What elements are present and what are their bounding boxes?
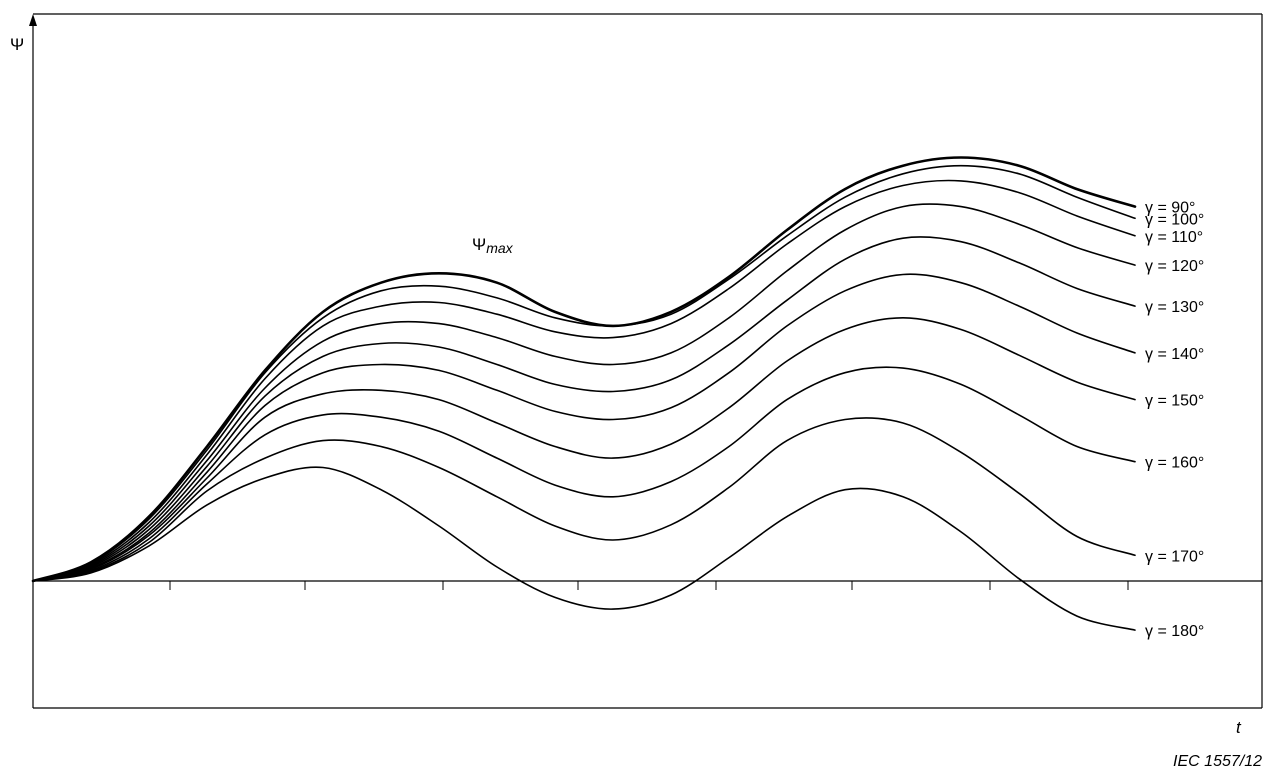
series-line-8 bbox=[32, 366, 1136, 582]
series-curves bbox=[31, 156, 1137, 631]
y-axis-label: Ψ bbox=[10, 35, 24, 54]
series-label-8: γ = 160° bbox=[1145, 455, 1204, 472]
series-label-10: γ = 180° bbox=[1145, 623, 1204, 640]
psi-max-subscript: max bbox=[486, 240, 513, 256]
axes bbox=[29, 13, 1263, 709]
series-line-5 bbox=[32, 236, 1136, 582]
series-label-7: γ = 150° bbox=[1145, 393, 1204, 410]
series-label-3: γ = 110° bbox=[1145, 229, 1203, 246]
series-label-6: γ = 140° bbox=[1145, 346, 1204, 363]
series-line-1 bbox=[31, 156, 1137, 583]
series-line-9 bbox=[32, 417, 1136, 582]
psi-max-annotation: Ψmax bbox=[472, 235, 514, 256]
series-label-1: γ = 90° bbox=[1145, 200, 1195, 217]
series-line-2 bbox=[32, 164, 1136, 582]
series-line-6 bbox=[32, 273, 1136, 582]
source-label: IEC 1557/12 bbox=[1173, 753, 1262, 770]
series-label-4: γ = 120° bbox=[1145, 258, 1204, 275]
series-label-5: γ = 130° bbox=[1145, 299, 1204, 316]
series-line-3 bbox=[32, 179, 1136, 582]
x-axis-label: t bbox=[1236, 718, 1242, 737]
series-label-2: γ = 100° bbox=[1145, 211, 1204, 228]
x-ticks bbox=[169, 581, 1129, 590]
series-line-4 bbox=[32, 203, 1136, 582]
series-line-7 bbox=[32, 317, 1136, 582]
series-line-10 bbox=[32, 466, 1136, 631]
y-axis-arrow bbox=[29, 14, 37, 26]
series-labels: γ = 90°γ = 100°γ = 110° γ = 120° γ = 130° γ… bbox=[1145, 200, 1204, 640]
psi-max-base: Ψ bbox=[472, 235, 486, 254]
series-label-9: γ = 170° bbox=[1145, 548, 1204, 565]
